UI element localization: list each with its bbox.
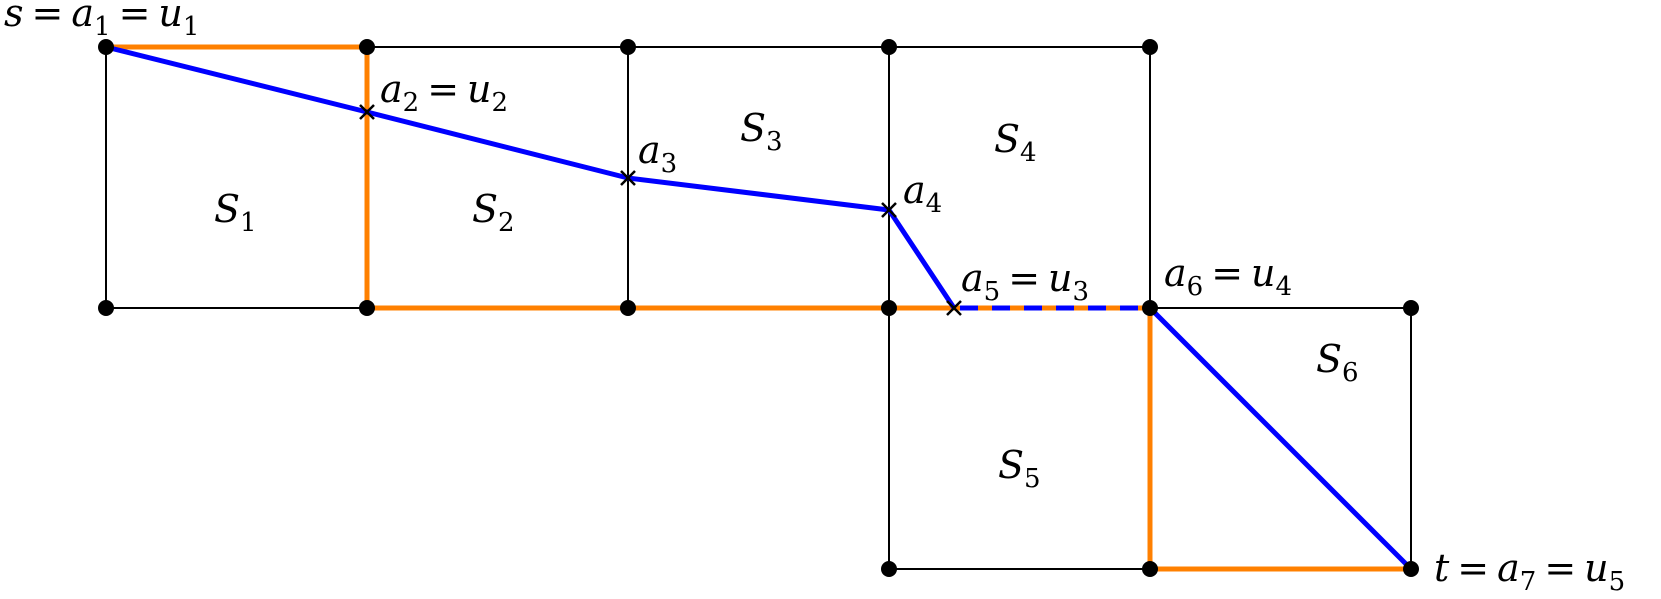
cell-label-s4: S4 [994,117,1037,168]
vertices [98,39,1419,577]
cell-s1-border [105,46,368,309]
vertex [359,300,375,316]
cell-labels: S1 S2 S3 S4 S5 S6 [214,106,1359,494]
vertex [1142,561,1158,577]
vertex [881,300,897,316]
cell-s2-border [366,46,629,309]
cell-label-s6: S6 [1316,337,1359,388]
vertex [1403,561,1419,577]
label-a4: a4 [903,168,942,219]
cross-markers [359,104,962,316]
point-labels: s = a1 = u1 a2 = u2 a3 a4 a5 = u3 a6 = u4 t = a7 = u5 [4,0,1625,597]
vertex [620,39,636,55]
cell-label-s1: S1 [214,187,257,238]
cell-label-s2: S2 [472,187,515,238]
vertex [881,39,897,55]
label-end-point: t = a7 = u5 [1434,546,1625,597]
label-start-point: s = a1 = u1 [4,0,199,42]
vertex [98,39,114,55]
cell-label-s3: S3 [740,106,783,157]
vertex [98,300,114,316]
vertex [1403,300,1419,316]
blue-polyline [105,44,957,310]
label-a6: a6 = u4 [1164,251,1292,302]
blue-diagonal [1148,306,1413,571]
cross-marker-a2 [359,104,375,120]
vertex [881,561,897,577]
vertex [1142,300,1158,316]
vertex [359,39,375,55]
label-a2: a2 = u2 [380,67,508,118]
label-a5: a5 = u3 [961,256,1089,307]
label-a3: a3 [638,128,677,179]
orange-path [106,44,1411,572]
cell-label-s5: S5 [998,443,1041,494]
cross-marker-a4 [881,202,897,218]
vertex [1142,39,1158,55]
cross-marker-a5 [946,300,962,316]
vertex [620,300,636,316]
cross-marker-a3 [620,170,636,186]
cell-s5-border [888,307,1151,570]
